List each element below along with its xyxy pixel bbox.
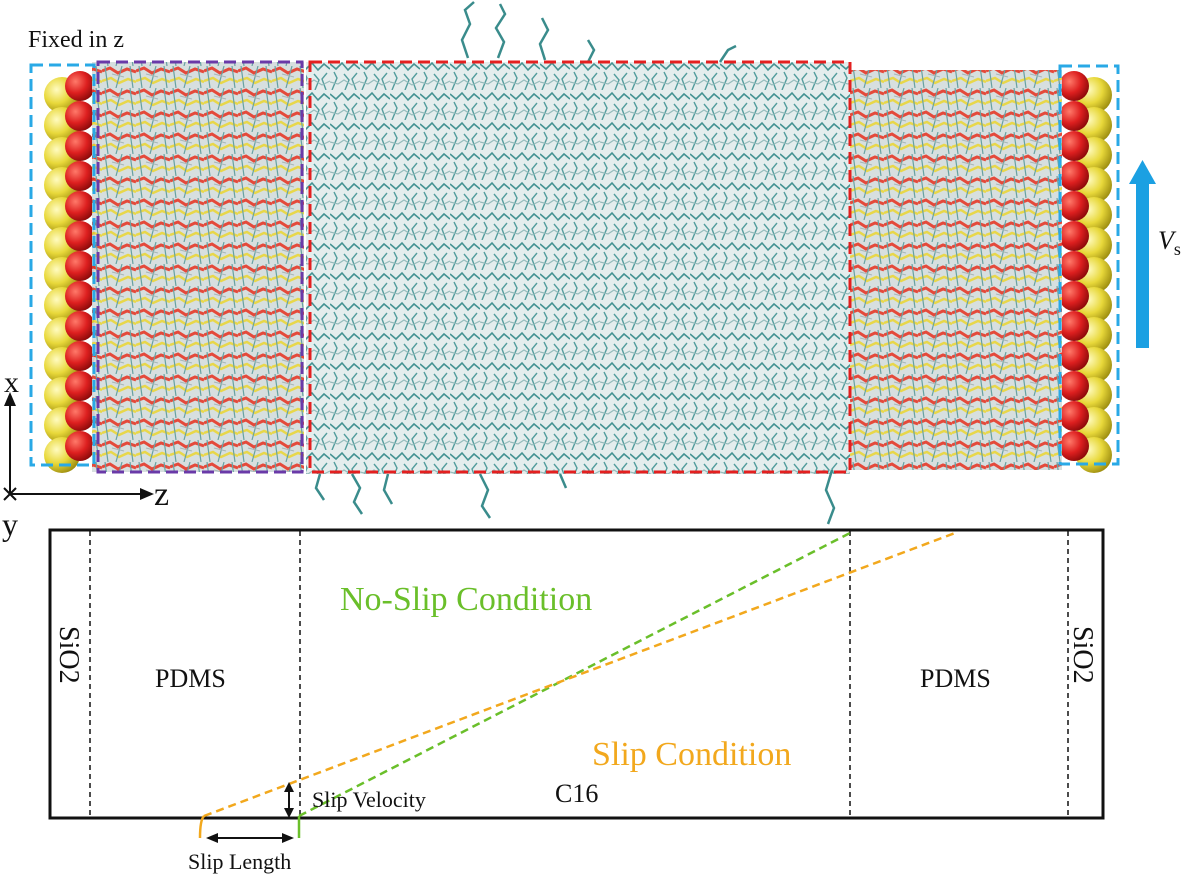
- velocity-symbol: V: [1158, 226, 1174, 255]
- oxygen-atom: [65, 431, 95, 461]
- pdms-label-right: PDMS: [920, 664, 991, 693]
- up-arrow-icon: [1129, 160, 1156, 348]
- slip-velocity-label: Slip Velocity: [312, 787, 426, 812]
- oxygen-atom: [65, 101, 95, 131]
- oxygen-atom: [65, 341, 95, 371]
- z-axis-label: z: [154, 476, 170, 513]
- oxygen-atom: [65, 311, 95, 341]
- c16-label: C16: [555, 779, 599, 808]
- oxygen-atom: [65, 251, 95, 281]
- pdms-label-left: PDMS: [155, 664, 226, 693]
- sio2-wall-left: [44, 71, 95, 473]
- oxygen-atom: [1059, 341, 1089, 371]
- velocity-label: Vs: [1158, 226, 1181, 260]
- oxygen-atom: [1059, 191, 1089, 221]
- oxygen-atom: [1059, 371, 1089, 401]
- oxygen-atom: [65, 371, 95, 401]
- sio2-label-left: SiO2: [53, 626, 84, 684]
- slip-condition-label: Slip Condition: [592, 736, 792, 773]
- oxygen-atom: [1059, 401, 1089, 431]
- slip-length-arrow: [206, 833, 294, 843]
- slip-length-label: Slip Length: [188, 849, 292, 874]
- axis-indicator: [3, 392, 154, 501]
- c16-region: [306, 62, 850, 474]
- slip-velocity-arrow: [284, 782, 294, 818]
- pdms-region-box: [96, 60, 304, 474]
- oxygen-atom: [65, 221, 95, 251]
- oxygen-atom: [1059, 101, 1089, 131]
- oxygen-atom: [65, 401, 95, 431]
- oxygen-atom: [65, 281, 95, 311]
- oxygen-atom: [1059, 221, 1089, 251]
- c16-region-box: [308, 60, 852, 474]
- fixed-region-box-left: [29, 63, 96, 467]
- sio2-label-right: SiO2: [1067, 626, 1098, 684]
- fixed-region-box-right: [1058, 64, 1120, 466]
- oxygen-atom: [1059, 71, 1089, 101]
- oxygen-atom: [65, 191, 95, 221]
- fixed-in-z-label: Fixed in z: [28, 27, 124, 53]
- oxygen-atom: [65, 71, 95, 101]
- region-dividers: [89, 531, 1069, 817]
- schematic-frame: [48, 528, 1105, 820]
- no-slip-profile-line: [298, 531, 851, 818]
- oxygen-atom: [65, 131, 95, 161]
- oxygen-atom: [1059, 431, 1089, 461]
- y-axis-label: y: [2, 506, 18, 542]
- oxygen-atom: [1059, 311, 1089, 341]
- oxygen-atom: [65, 161, 95, 191]
- velocity-subscript: s: [1173, 239, 1181, 260]
- oxygen-atom: [1059, 161, 1089, 191]
- pdms-region-right: [850, 70, 1062, 470]
- oxygen-atom: [1059, 251, 1089, 281]
- oxygen-atom: [1059, 131, 1089, 161]
- slip-profile-line: [203, 531, 956, 818]
- x-axis-label: x: [4, 366, 19, 399]
- sio2-wall-right: [1059, 71, 1112, 473]
- pdms-region-left: [92, 62, 304, 472]
- c16-protruding-chains: [314, 1, 836, 525]
- slip-length-marker: [198, 815, 205, 839]
- no-slip-condition-label: No-Slip Condition: [340, 581, 593, 618]
- oxygen-atom: [1059, 281, 1089, 311]
